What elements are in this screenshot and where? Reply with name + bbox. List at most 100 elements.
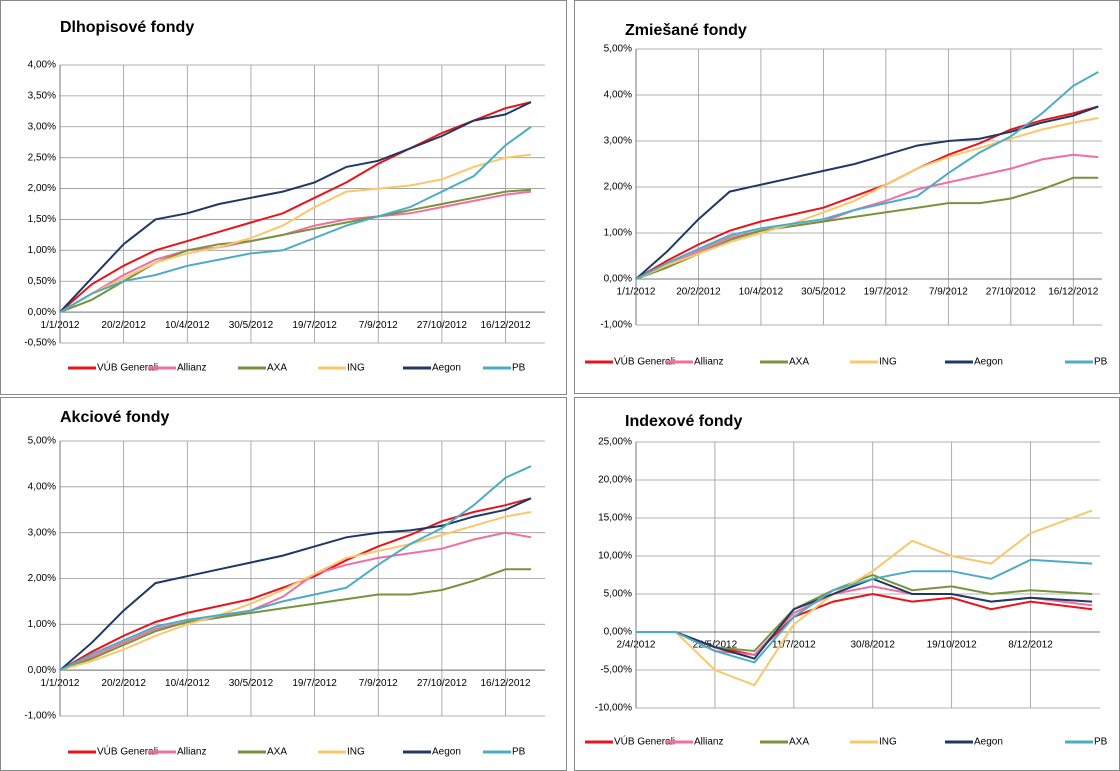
series-line — [59, 568, 531, 672]
legend-label: AXA — [789, 737, 809, 748]
y-tick-label: 3,00% — [604, 136, 632, 147]
y-tick-label: 5,00% — [604, 589, 632, 600]
legend-label: ING — [879, 357, 897, 368]
legend-label: Aegon — [432, 363, 461, 374]
y-tick-label: 15,00% — [598, 513, 632, 524]
y-tick-label: 25,00% — [598, 437, 632, 448]
series-line — [59, 153, 532, 313]
x-tick-label: 20/2/2012 — [101, 678, 146, 689]
series-line — [635, 176, 1099, 280]
y-tick-label: 1,00% — [28, 245, 56, 256]
y-tick-label: -1,00% — [600, 320, 632, 331]
legend-label: PB — [1094, 737, 1108, 748]
x-tick-label: 7/9/2012 — [929, 287, 968, 298]
series-line — [59, 511, 532, 672]
y-tick-label: 10,00% — [598, 551, 632, 562]
series-line — [635, 117, 1099, 280]
y-tick-label: 2,00% — [28, 183, 56, 194]
x-tick-label: 11/7/2012 — [772, 640, 816, 651]
legend-label: PB — [512, 363, 526, 374]
legend-label: Allianz — [694, 737, 723, 748]
y-tick-label: -10,00% — [595, 703, 632, 714]
x-tick-label: 19/10/2012 — [927, 640, 977, 651]
legend-label: Allianz — [694, 357, 723, 368]
panel — [574, 0, 1120, 394]
series-line — [59, 101, 532, 313]
y-tick-label: 4,00% — [28, 481, 56, 492]
y-tick-label: 5,00% — [28, 436, 56, 447]
x-tick-label: 7/9/2012 — [359, 320, 398, 331]
legend-label: ING — [879, 737, 897, 748]
legend-label: AXA — [267, 363, 287, 374]
x-tick-label: 16/12/2012 — [481, 678, 531, 689]
legend-label: PB — [1094, 357, 1108, 368]
legend-label: VÚB Generali — [97, 361, 158, 374]
y-tick-label: 2,00% — [604, 182, 632, 193]
series-line — [635, 153, 1099, 280]
y-tick-label: 2,00% — [28, 573, 56, 584]
x-tick-label: 27/10/2012 — [417, 678, 467, 689]
series-line — [636, 558, 1093, 664]
y-tick-label: 3,00% — [28, 527, 56, 538]
chart-title: Akciové fondy — [60, 409, 169, 426]
y-tick-label: 4,00% — [604, 90, 632, 101]
legend-label: AXA — [789, 357, 809, 368]
legend-label: AXA — [267, 747, 287, 758]
series-line — [59, 125, 532, 313]
y-tick-label: 2,50% — [28, 152, 56, 163]
legend-label: VÚB Generali — [97, 745, 158, 758]
x-tick-label: 19/7/2012 — [292, 678, 337, 689]
legend-label: Aegon — [974, 737, 1003, 748]
y-tick-label: 20,00% — [598, 475, 632, 486]
series-line — [59, 101, 532, 313]
x-tick-label: 30/5/2012 — [229, 320, 274, 331]
y-tick-label: 1,00% — [604, 228, 632, 239]
x-tick-label: 30/5/2012 — [229, 678, 274, 689]
series-line — [59, 531, 532, 672]
panel — [0, 397, 567, 771]
x-tick-label: 22/5/2012 — [693, 640, 738, 651]
y-tick-label: 1,50% — [28, 214, 56, 225]
legend-label: Allianz — [177, 747, 206, 758]
x-tick-label: 16/12/2012 — [1048, 287, 1098, 298]
y-tick-label: -0,50% — [24, 338, 56, 349]
x-tick-label: 19/7/2012 — [292, 320, 337, 331]
legend-label: PB — [512, 747, 526, 758]
y-tick-label: -5,00% — [600, 665, 632, 676]
legend-label: VÚB Generali — [614, 735, 675, 748]
x-tick-label: 7/9/2012 — [359, 678, 398, 689]
x-tick-label: 8/12/2012 — [1008, 640, 1053, 651]
series-line — [59, 497, 532, 671]
y-tick-label: 3,00% — [28, 121, 56, 132]
chart-title: Zmiešané fondy — [625, 22, 747, 39]
y-tick-label: 0,00% — [28, 665, 56, 676]
chart-title: Dlhopisové fondy — [60, 19, 194, 36]
x-tick-label: 10/4/2012 — [165, 678, 210, 689]
y-tick-label: 3,50% — [28, 91, 56, 102]
series-line — [635, 71, 1099, 280]
x-tick-label: 27/10/2012 — [986, 287, 1036, 298]
x-tick-label: 30/8/2012 — [850, 640, 895, 651]
series-line — [636, 509, 1093, 687]
x-tick-label: 16/12/2012 — [481, 320, 531, 331]
y-tick-label: 4,00% — [28, 60, 56, 71]
x-tick-label: 19/7/2012 — [864, 287, 909, 298]
legend-label: ING — [347, 747, 365, 758]
series-line — [59, 188, 532, 314]
series-line — [59, 190, 532, 313]
chart-title: Indexové fondy — [625, 413, 742, 430]
legend-label: Aegon — [974, 357, 1003, 368]
x-tick-label: 20/2/2012 — [101, 320, 146, 331]
legend-label: Allianz — [177, 363, 206, 374]
y-tick-label: 0,00% — [604, 627, 632, 638]
y-tick-label: 1,00% — [28, 619, 56, 630]
x-tick-label: 10/4/2012 — [739, 287, 784, 298]
x-tick-label: 10/4/2012 — [165, 320, 210, 331]
y-tick-label: 0,00% — [28, 307, 56, 318]
legend-label: ING — [347, 363, 365, 374]
legend-label: VÚB Generali — [614, 355, 675, 368]
series-line — [59, 465, 532, 672]
x-tick-label: 27/10/2012 — [417, 320, 467, 331]
series-line — [635, 105, 1099, 280]
